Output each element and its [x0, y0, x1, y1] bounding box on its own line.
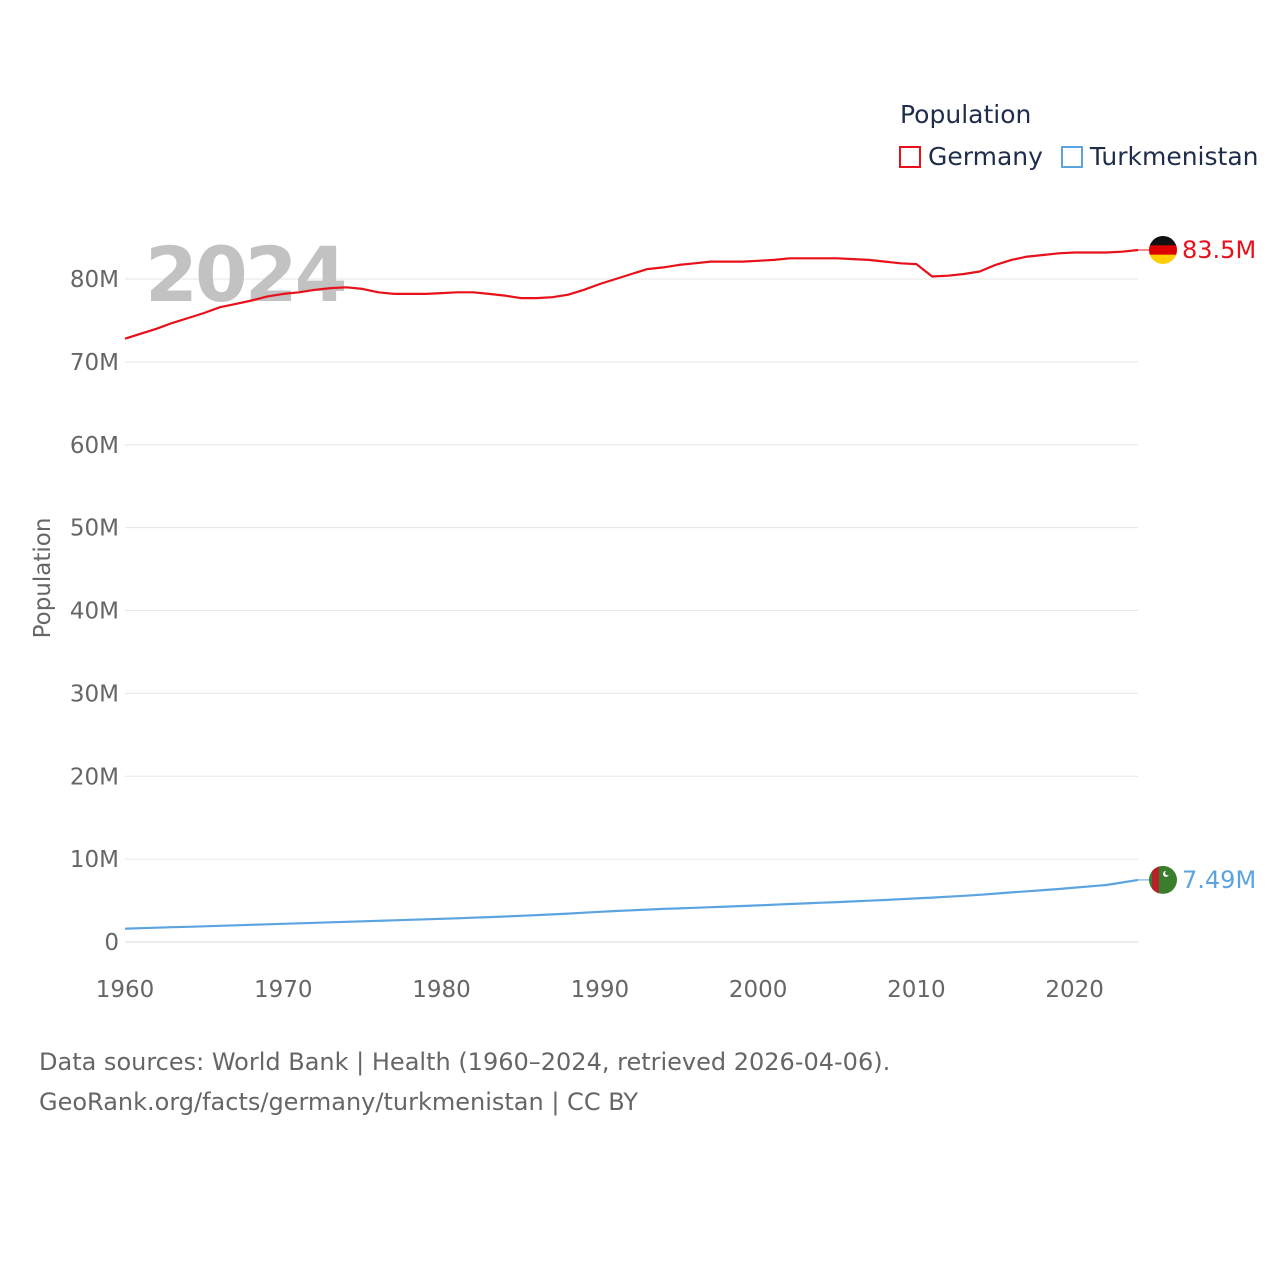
end-label-turkmenistan: 7.49M	[1182, 866, 1256, 894]
y-tick-label: 50M	[70, 516, 119, 542]
series-line-turkmenistan	[124, 878, 1139, 930]
turkmenistan-flag-part	[1165, 870, 1170, 876]
x-tick-label: 2020	[1045, 977, 1104, 1003]
y-tick-label: 0	[104, 930, 119, 956]
series-line-germany	[124, 248, 1139, 340]
legend-swatch-turkmenistan	[1060, 145, 1083, 168]
y-axis-title: Population	[30, 518, 56, 639]
x-tick-label: 1960	[96, 977, 155, 1003]
x-tick-label: 1980	[412, 977, 471, 1003]
y-tick-label: 30M	[70, 681, 119, 707]
legend: Germany Turkmenistan	[899, 142, 1277, 171]
end-label-germany: 83.5M	[1182, 236, 1256, 264]
y-tick-label: 20M	[70, 764, 119, 790]
y-tick-label: 60M	[70, 433, 119, 459]
legend-swatch-germany	[899, 145, 921, 168]
y-tick-label: 80M	[70, 267, 119, 293]
x-tick-label: 1970	[254, 977, 313, 1003]
germany-flag-stripe	[1149, 254, 1177, 264]
y-tick-label: 70M	[70, 350, 119, 376]
y-tick-label: 40M	[70, 599, 119, 625]
turkmenistan-flag-icon	[1149, 865, 1177, 894]
germany-flag-stripe	[1149, 235, 1177, 246]
footer: Data sources: World Bank | Health (1960–…	[39, 1042, 890, 1122]
x-tick-label: 2010	[887, 977, 946, 1003]
x-tick-label: 2000	[729, 977, 788, 1003]
legend-item-germany[interactable]: Germany	[899, 142, 1043, 171]
legend-item-turkmenistan[interactable]: Turkmenistan	[1060, 142, 1259, 171]
year-watermark: 2024	[145, 230, 345, 319]
germany-flag-icon	[1149, 235, 1177, 264]
footer-credit: GeoRank.org/facts/germany/turkmenistan |…	[39, 1088, 639, 1116]
legend-title: Population	[900, 100, 1032, 129]
x-tick-label: 1990	[571, 977, 630, 1003]
y-tick-label: 10M	[70, 847, 119, 873]
legend-label-turkmenistan: Turkmenistan	[1089, 142, 1259, 171]
germany-flag-stripe	[1149, 245, 1177, 256]
legend-label-germany: Germany	[928, 142, 1043, 171]
turkmenistan-flag-part	[1152, 865, 1159, 894]
footer-sources: Data sources: World Bank | Health (1960–…	[39, 1048, 891, 1076]
